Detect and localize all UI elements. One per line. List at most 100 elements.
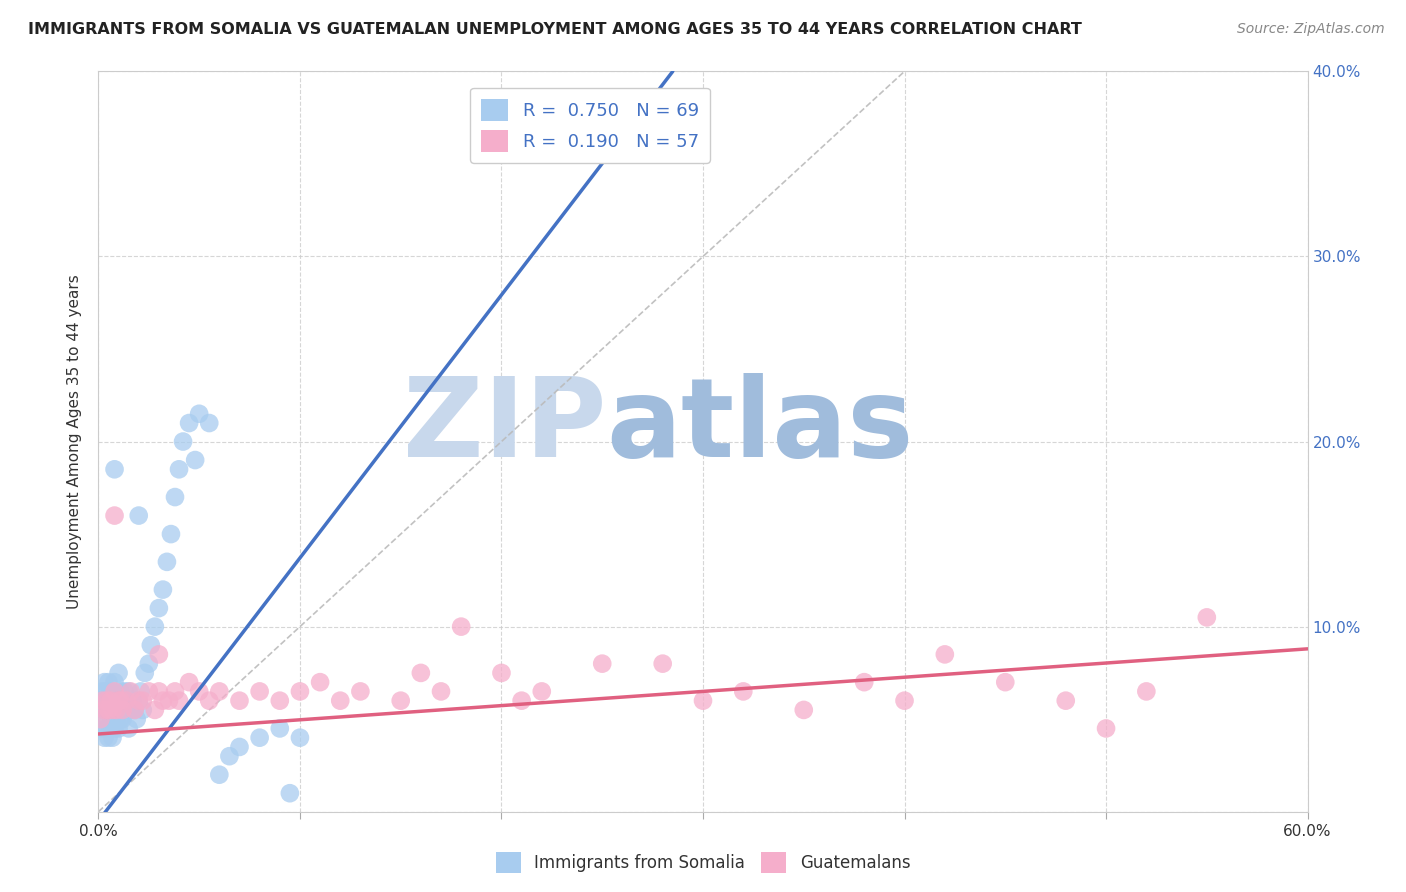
- Point: [269, 694, 291, 708]
- Legend: Immigrants from Somalia, Guatemalans: Immigrants from Somalia, Guatemalans: [489, 846, 917, 880]
- Point: [152, 694, 174, 708]
- Point: [934, 648, 956, 662]
- Point: [103, 722, 125, 736]
- Text: atlas: atlas: [606, 373, 914, 480]
- Point: [107, 722, 129, 736]
- Point: [115, 694, 138, 708]
- Text: IMMIGRANTS FROM SOMALIA VS GUATEMALAN UNEMPLOYMENT AMONG AGES 35 TO 44 YEARS COR: IMMIGRANTS FROM SOMALIA VS GUATEMALAN UN…: [28, 22, 1083, 37]
- Point: [184, 453, 207, 467]
- Point: [167, 462, 190, 476]
- Point: [188, 684, 211, 698]
- Point: [249, 684, 271, 698]
- Point: [430, 684, 453, 698]
- Point: [1095, 722, 1118, 736]
- Point: [132, 694, 155, 708]
- Point: [93, 694, 115, 708]
- Point: [107, 694, 129, 708]
- Point: [139, 638, 162, 652]
- Point: [103, 694, 125, 708]
- Point: [125, 712, 148, 726]
- Point: [134, 665, 156, 680]
- Point: [208, 767, 231, 781]
- Point: [89, 712, 111, 726]
- Point: [124, 703, 146, 717]
- Point: [101, 731, 124, 745]
- Point: [120, 684, 142, 698]
- Point: [103, 684, 125, 698]
- Point: [93, 703, 115, 717]
- Point: [96, 722, 118, 736]
- Legend: R =  0.750   N = 69, R =  0.190   N = 57: R = 0.750 N = 69, R = 0.190 N = 57: [470, 87, 710, 162]
- Point: [157, 694, 180, 708]
- Point: [349, 684, 371, 698]
- Point: [118, 684, 141, 698]
- Point: [105, 694, 128, 708]
- Point: [288, 731, 311, 745]
- Point: [105, 712, 128, 726]
- Point: [103, 462, 125, 476]
- Point: [96, 684, 118, 698]
- Point: [114, 703, 136, 717]
- Point: [97, 703, 120, 717]
- Point: [100, 694, 122, 708]
- Point: [278, 786, 301, 800]
- Point: [228, 694, 250, 708]
- Point: [228, 739, 250, 754]
- Point: [91, 703, 114, 717]
- Point: [179, 416, 201, 430]
- Point: [89, 694, 111, 708]
- Point: [160, 527, 183, 541]
- Point: [93, 675, 115, 690]
- Point: [110, 694, 132, 708]
- Point: [111, 712, 134, 726]
- Point: [111, 703, 134, 717]
- Point: [409, 665, 432, 680]
- Point: [288, 684, 311, 698]
- Point: [143, 703, 166, 717]
- Point: [733, 684, 755, 698]
- Point: [148, 648, 170, 662]
- Point: [97, 675, 120, 690]
- Point: [107, 703, 129, 717]
- Point: [101, 703, 124, 717]
- Point: [163, 490, 186, 504]
- Point: [793, 703, 815, 717]
- Point: [121, 694, 143, 708]
- Point: [118, 722, 141, 736]
- Point: [208, 684, 231, 698]
- Point: [110, 684, 132, 698]
- Point: [188, 407, 211, 421]
- Point: [91, 684, 114, 698]
- Point: [309, 675, 332, 690]
- Text: Source: ZipAtlas.com: Source: ZipAtlas.com: [1237, 22, 1385, 37]
- Point: [101, 694, 124, 708]
- Point: [103, 508, 125, 523]
- Point: [148, 684, 170, 698]
- Point: [450, 619, 472, 633]
- Point: [138, 684, 160, 698]
- Point: [692, 694, 714, 708]
- Point: [1054, 694, 1077, 708]
- Point: [893, 694, 915, 708]
- Point: [111, 694, 134, 708]
- Point: [129, 684, 152, 698]
- Point: [389, 694, 412, 708]
- Point: [138, 657, 160, 671]
- Point: [510, 694, 533, 708]
- Point: [179, 675, 201, 690]
- Point: [89, 712, 111, 726]
- Point: [218, 749, 240, 764]
- Point: [91, 694, 114, 708]
- Point: [249, 731, 271, 745]
- Point: [994, 675, 1017, 690]
- Point: [132, 703, 155, 717]
- Point: [143, 619, 166, 633]
- Point: [105, 703, 128, 717]
- Point: [269, 722, 291, 736]
- Point: [591, 657, 613, 671]
- Point: [96, 703, 118, 717]
- Point: [100, 703, 122, 717]
- Point: [97, 731, 120, 745]
- Point: [128, 694, 150, 708]
- Point: [128, 694, 150, 708]
